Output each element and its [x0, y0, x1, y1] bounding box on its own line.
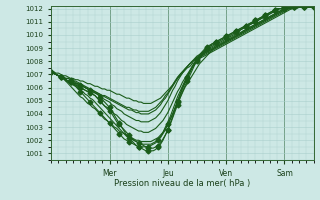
X-axis label: Pression niveau de la mer( hPa ): Pression niveau de la mer( hPa ) — [114, 179, 251, 188]
